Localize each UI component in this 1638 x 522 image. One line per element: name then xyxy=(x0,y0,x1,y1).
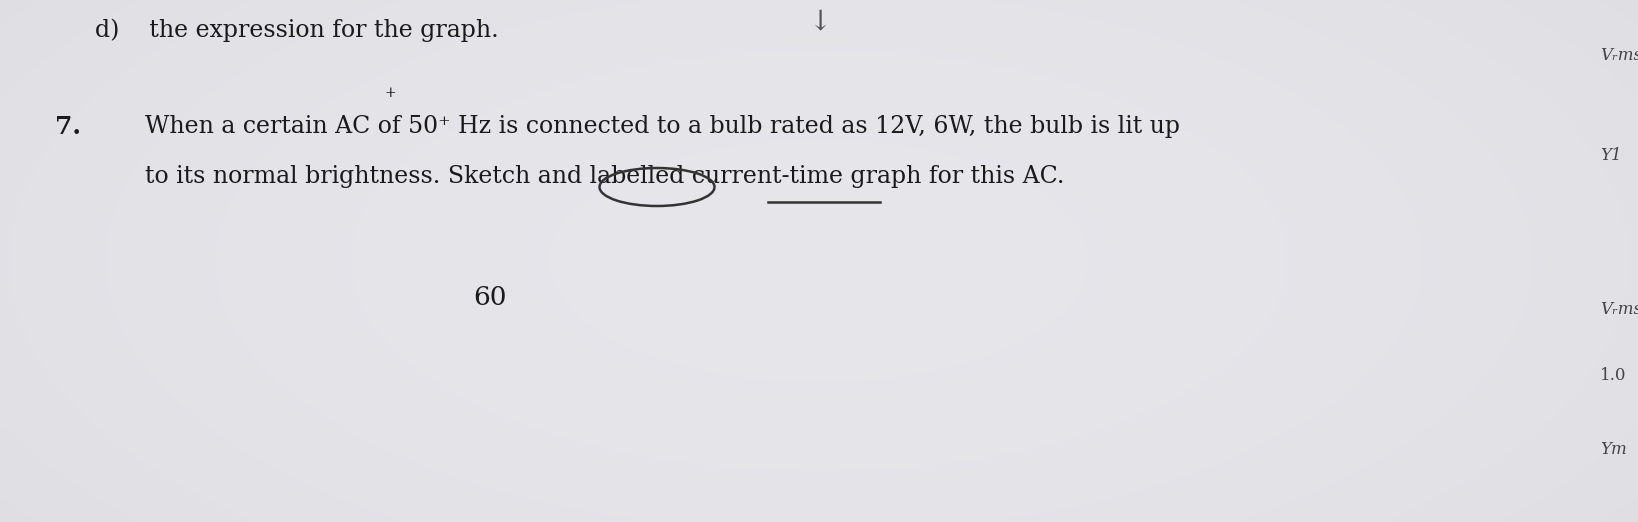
Text: 60: 60 xyxy=(473,285,506,310)
Text: to its normal brightness. Sketch and labelled current-time graph for this AC.: to its normal brightness. Sketch and lab… xyxy=(146,165,1065,188)
Text: When a certain AC of 50⁺ Hz is connected to a bulb rated as 12V, 6W, the bulb is: When a certain AC of 50⁺ Hz is connected… xyxy=(146,115,1179,138)
Text: ↓: ↓ xyxy=(809,8,832,35)
Text: 1.0: 1.0 xyxy=(1600,366,1627,384)
Text: Vᵣms: Vᵣms xyxy=(1600,46,1638,64)
Text: Y1: Y1 xyxy=(1600,147,1622,163)
Text: +: + xyxy=(385,86,396,100)
Text: Vᵣms: Vᵣms xyxy=(1600,302,1638,318)
Text: Ym: Ym xyxy=(1600,442,1627,458)
Text: d)    the expression for the graph.: d) the expression for the graph. xyxy=(95,18,498,42)
Text: 7.: 7. xyxy=(56,115,80,139)
